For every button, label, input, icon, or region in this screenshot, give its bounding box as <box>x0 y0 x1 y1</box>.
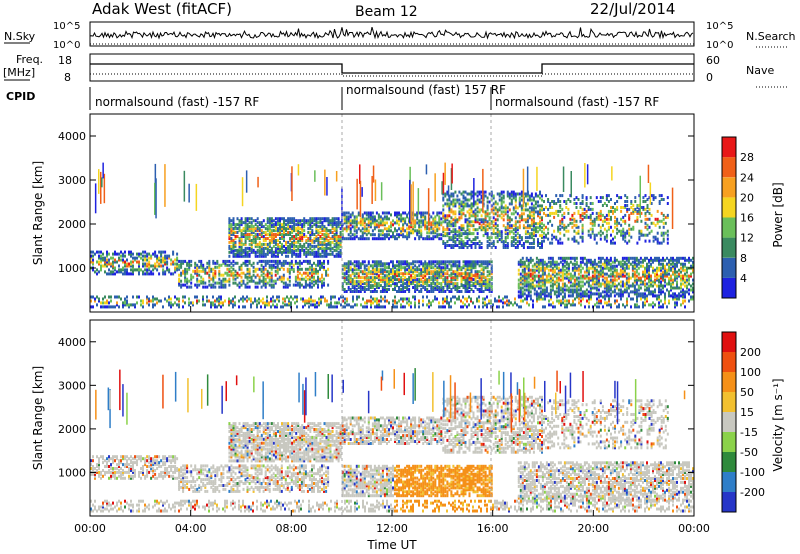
nsearch-label: N.Search <box>746 30 796 43</box>
nsky-label: N.Sky <box>4 30 36 43</box>
nave-tick-top: 60 <box>706 54 720 67</box>
velocity-colorbar-tick: 100 <box>740 366 761 379</box>
cpid-segment-1: normalsound (fast) -157 RF <box>95 95 259 109</box>
velocity-y-tick: 1000 <box>58 466 86 479</box>
power-y-axis: 1000 2000 3000 4000 <box>58 130 694 275</box>
velocity-colorbar: -200 -100 -50 -15 15 50 100 200 Velocity [m s⁻¹… <box>721 331 785 513</box>
nave-tick-bottom: 0 <box>706 71 713 84</box>
freq-tick-bottom: 8 <box>64 71 71 84</box>
nsearch-tick-top: 10^5 <box>706 21 733 32</box>
nsky-tick-bottom: 10^0 <box>53 40 80 51</box>
power-y-tick: 4000 <box>58 130 86 143</box>
velocity-colorbar-tick: -200 <box>740 486 765 499</box>
power-colorbar-tick: 16 <box>740 212 754 225</box>
time-tick-label: 16:00 <box>477 522 509 535</box>
velocity-colorbar-tick: -15 <box>740 426 758 439</box>
velocity-ylabel: Slant Range [km] <box>31 366 45 470</box>
freq-panel: Freq. [MHz] 18 8 60 0 Nave <box>3 53 788 88</box>
beam-label: Beam 12 <box>355 4 418 20</box>
freq-tick-top: 18 <box>58 54 72 67</box>
noise-panel: N.Sky 10^5 10^0 10^5 10^0 N.Search <box>4 21 796 51</box>
nave-label: Nave <box>746 64 774 77</box>
nsky-tick-top: 10^5 <box>53 21 80 32</box>
time-tick-label: 20:00 <box>577 522 609 535</box>
time-x-axis: 00:00 04:00 08:00 12:00 16:00 20:00 00:00 <box>74 306 710 535</box>
cpid-row: CPID normalsound (fast) -157 RF normalso… <box>6 83 659 110</box>
velocity-colorbar-tick: 15 <box>740 406 754 419</box>
cpid-segment-3: normalsound (fast) -157 RF <box>495 95 659 109</box>
cpid-label: CPID <box>6 90 35 103</box>
velocity-colorbar-label: Velocity [m s⁻¹] <box>771 378 785 471</box>
cpid-segment-2: normalsound (fast) 157 RF <box>346 83 506 97</box>
power-heatmap <box>90 162 694 309</box>
power-colorbar-tick: 28 <box>740 151 754 164</box>
power-colorbar-tick: 8 <box>740 252 747 265</box>
velocity-colorbar-tick: 200 <box>740 346 761 359</box>
time-tick-label: 08:00 <box>275 522 307 535</box>
power-colorbar-tick: 20 <box>740 191 754 204</box>
power-colorbar: 4 8 12 16 20 24 28 Power [dB] <box>721 136 785 299</box>
freq-unit: [MHz] <box>3 66 35 79</box>
time-tick-label: 00:00 <box>678 522 710 535</box>
time-tick-label: 00:00 <box>74 522 106 535</box>
power-colorbar-tick: 24 <box>740 171 754 184</box>
power-y-tick: 1000 <box>58 262 86 275</box>
time-tick-label: 12:00 <box>376 522 408 535</box>
velocity-y-axis: 1000 2000 3000 4000 <box>58 336 694 479</box>
freq-trace <box>90 63 694 74</box>
velocity-y-tick: 3000 <box>58 379 86 392</box>
power-colorbar-label: Power [dB] <box>771 182 785 247</box>
power-y-tick: 2000 <box>58 218 86 231</box>
noise-trace <box>89 26 694 40</box>
time-xlabel: Time UT <box>366 538 417 552</box>
nsearch-tick-bottom: 10^0 <box>706 40 733 51</box>
station-title: Adak West (fitACF) <box>92 0 232 18</box>
nave-trace <box>90 73 694 77</box>
power-y-tick: 3000 <box>58 174 86 187</box>
power-colorbar-tick: 4 <box>740 272 747 285</box>
power-ylabel: Slant Range [km] <box>31 161 45 265</box>
velocity-heatmap <box>90 368 694 513</box>
velocity-colorbar-tick: -100 <box>740 466 765 479</box>
velocity-y-tick: 4000 <box>58 336 86 349</box>
velocity-y-tick: 2000 <box>58 423 86 436</box>
power-panel: 1000 2000 3000 4000 Slant Range [km] <box>31 113 695 313</box>
time-tick-label: 04:00 <box>175 522 207 535</box>
power-colorbar-tick: 12 <box>740 232 754 245</box>
velocity-panel: 1000 2000 3000 4000 00:00 04:00 08:00 12:00 16:… <box>31 306 710 552</box>
velocity-colorbar-tick: -50 <box>740 446 758 459</box>
velocity-colorbar-tick: 50 <box>740 386 754 399</box>
date-label: 22/Jul/2014 <box>590 0 675 18</box>
freq-label: Freq. <box>16 53 43 66</box>
